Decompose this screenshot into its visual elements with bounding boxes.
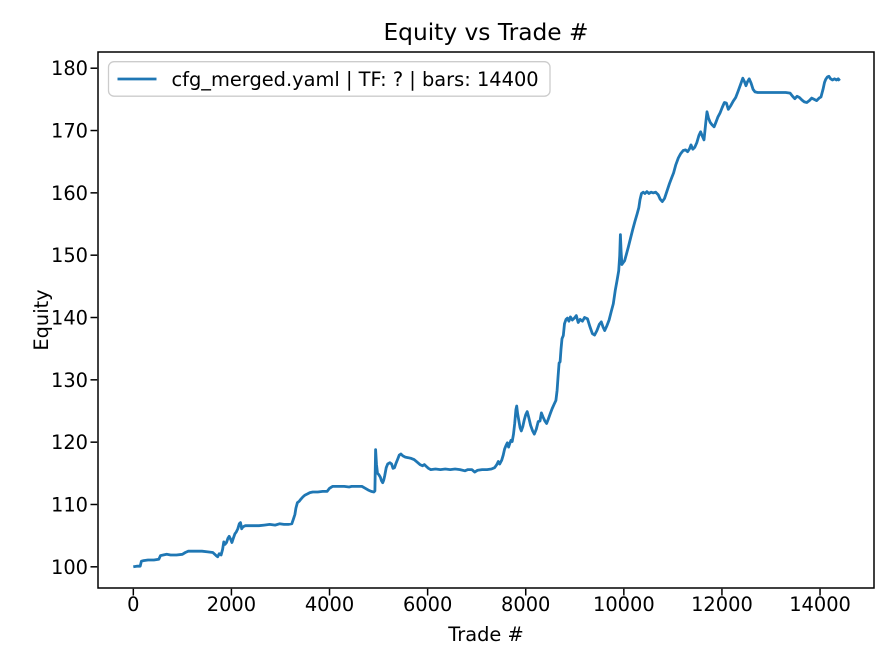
y-axis-ticks: 100 110 120 130 140 150 160 170 180 bbox=[51, 57, 98, 579]
x-tick-label: 12000 bbox=[691, 593, 753, 616]
y-tick-label: 120 bbox=[51, 431, 88, 454]
legend-frame bbox=[107, 61, 551, 97]
x-tick-label: 14000 bbox=[789, 593, 851, 616]
y-tick-label: 110 bbox=[51, 493, 88, 516]
y-tick-label: 130 bbox=[51, 369, 88, 392]
x-tick-label: 2000 bbox=[207, 593, 256, 616]
plot-frame bbox=[97, 51, 875, 589]
y-tick-label: 160 bbox=[51, 182, 88, 205]
chart-title: Equity vs Trade # bbox=[383, 19, 588, 46]
x-axis-ticks: 0 2000 4000 6000 8000 10000 12000 14000 bbox=[127, 588, 851, 616]
y-axis-label: Equity bbox=[30, 289, 53, 350]
legend-label: cfg_merged.yaml | TF: ? | bars: 14400 bbox=[172, 68, 539, 91]
legend-box: cfg_merged.yaml | TF: ? | bars: 14400 bbox=[107, 61, 551, 97]
x-tick-label: 10000 bbox=[593, 593, 655, 616]
y-tick-label: 100 bbox=[51, 556, 88, 579]
y-tick-label: 170 bbox=[51, 120, 88, 143]
x-tick-label: 8000 bbox=[501, 593, 550, 616]
y-tick-label: 180 bbox=[51, 57, 88, 80]
equity-line-series bbox=[133, 74, 841, 569]
x-tick-label: 4000 bbox=[305, 593, 354, 616]
x-tick-label: 6000 bbox=[403, 593, 452, 616]
x-tick-label: 0 bbox=[127, 593, 139, 616]
x-axis-label: Trade # bbox=[447, 623, 524, 646]
y-tick-label: 140 bbox=[51, 307, 88, 330]
y-tick-label: 150 bbox=[51, 244, 88, 267]
